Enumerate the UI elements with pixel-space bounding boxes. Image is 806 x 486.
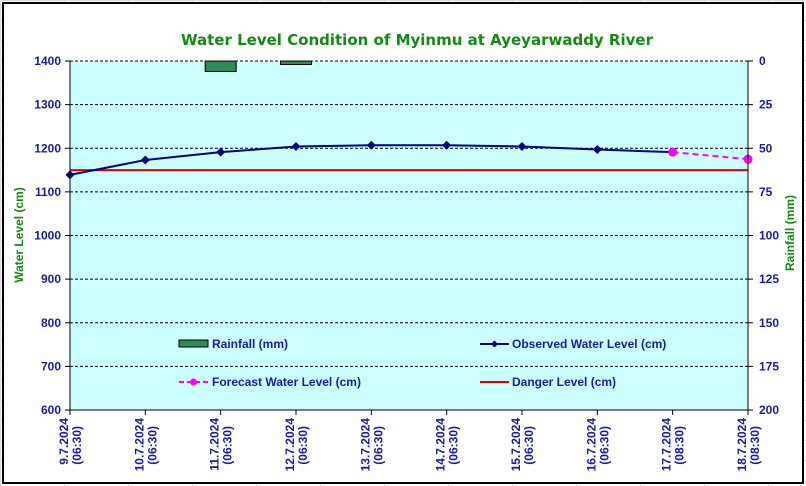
x-tick-label: 9.7.2024 (06:30): [57, 418, 84, 465]
x-tick-label: 13.7.2024 (06:30): [358, 418, 385, 472]
x-tick-date: 10.7.2024: [132, 418, 146, 472]
x-tick-date: 18.7.2024: [735, 418, 749, 472]
left-tick-label: 1100: [35, 185, 61, 199]
left-axis-label: Water Level (cm): [12, 187, 26, 283]
legend-item-rainfall: Rainfall (mm): [178, 337, 288, 351]
right-tick-label: 75: [759, 185, 773, 199]
legend-label-rainfall: Rainfall (mm): [212, 337, 288, 351]
x-tick-date: 13.7.2024: [358, 418, 372, 472]
x-tick-date: 11.7.2024: [208, 418, 222, 471]
observed-point: [592, 145, 602, 155]
x-tick-label: 18.7.2024 (08:30): [735, 418, 762, 472]
forecast-point: [668, 147, 678, 157]
legend-item-observed: Observed Water Level (cm): [480, 337, 666, 351]
legend-item-forecast: Forecast Water Level (cm): [179, 375, 361, 389]
left-tick-label: 900: [41, 272, 61, 286]
observed-point: [442, 140, 452, 150]
right-tick-label: 100: [759, 229, 779, 243]
right-tick-label: 125: [759, 272, 779, 286]
legend-marker-observed: [491, 340, 498, 348]
observed-point: [291, 142, 301, 152]
x-tick-date: 12.7.2024: [283, 418, 297, 472]
x-tick-time: (08:30): [673, 426, 687, 465]
x-tick-time: (06:30): [447, 426, 461, 465]
x-tick-label: 11.7.2024 (06:30): [208, 418, 235, 471]
x-tick-time: (06:30): [296, 426, 310, 465]
left-axis-ticks: 600 700 800 900 1000 1100 1200 1300 1400: [34, 54, 70, 417]
x-tick-label: 14.7.2024 (06:30): [434, 418, 461, 472]
x-tick-date: 16.7.2024: [584, 418, 598, 472]
legend-swatch-rainfall: [178, 339, 209, 348]
x-tick-label: 16.7.2024 (06:30): [584, 418, 611, 472]
legend-marker-forecast: [190, 378, 197, 386]
right-tick-label: 200: [759, 403, 779, 417]
legend-item-danger: Danger Level (cm): [480, 375, 616, 389]
x-tick-label: 12.7.2024 (06:30): [283, 418, 310, 472]
x-tick-time: (08:30): [748, 426, 762, 465]
x-tick-time: (06:30): [70, 426, 84, 465]
left-tick-label: 1200: [34, 141, 61, 155]
x-tick-date: 14.7.2024: [434, 418, 448, 472]
right-tick-label: 0: [759, 54, 766, 68]
x-tick-label: 17.7.2024 (08:30): [660, 418, 687, 472]
left-tick-label: 1400: [34, 54, 61, 68]
legend: Rainfall (mm) Observed Water Level (cm) …: [178, 337, 666, 389]
x-tick-time: (06:30): [371, 426, 385, 465]
rainfall-bar: [280, 60, 312, 65]
x-tick-date: 9.7.2024: [57, 418, 71, 465]
legend-label-observed: Observed Water Level (cm): [512, 337, 666, 351]
left-tick-label: 1300: [34, 98, 61, 112]
left-tick-label: 800: [41, 316, 61, 330]
right-tick-label: 50: [759, 141, 773, 155]
gridlines: [70, 60, 748, 367]
right-tick-label: 150: [759, 316, 779, 330]
right-tick-label: 25: [759, 98, 773, 112]
observed-point: [140, 155, 150, 165]
rainfall-bar: [204, 60, 237, 72]
right-axis-label: Rainfall (mm): [783, 195, 797, 271]
chart-title: Water Level Condition of Myinmu at Ayeya…: [181, 31, 654, 49]
observed-point: [366, 140, 376, 150]
observed-point: [216, 147, 226, 157]
x-tick-time: (06:30): [145, 426, 159, 465]
x-tick-label: 10.7.2024 (06:30): [132, 418, 159, 472]
x-tick-label: 15.7.2024 (06:30): [509, 418, 536, 472]
x-tick-time: (06:30): [522, 426, 536, 465]
x-axis-ticks: 9.7.2024 (06:30) 10.7.2024 (06:30) 11.7.2024…: [57, 410, 762, 471]
right-axis-ticks: 200 175 150 125 100 75 50 25 0: [748, 54, 779, 417]
legend-label-forecast: Forecast Water Level (cm): [212, 375, 361, 389]
forecast-line: [672, 151, 749, 161]
left-tick-label: 600: [41, 403, 61, 417]
left-tick-label: 700: [41, 359, 61, 373]
x-tick-time: (06:30): [597, 426, 611, 465]
legend-label-danger: Danger Level (cm): [512, 375, 616, 389]
left-tick-label: 1000: [34, 229, 61, 243]
right-tick-label: 175: [759, 359, 779, 373]
observed-point: [517, 142, 527, 152]
series-lines: [65, 140, 753, 180]
rainfall-bars: [204, 60, 312, 72]
x-tick-date: 15.7.2024: [509, 418, 523, 472]
x-tick-time: (06:30): [221, 426, 235, 465]
x-tick-date: 17.7.2024: [660, 418, 674, 472]
